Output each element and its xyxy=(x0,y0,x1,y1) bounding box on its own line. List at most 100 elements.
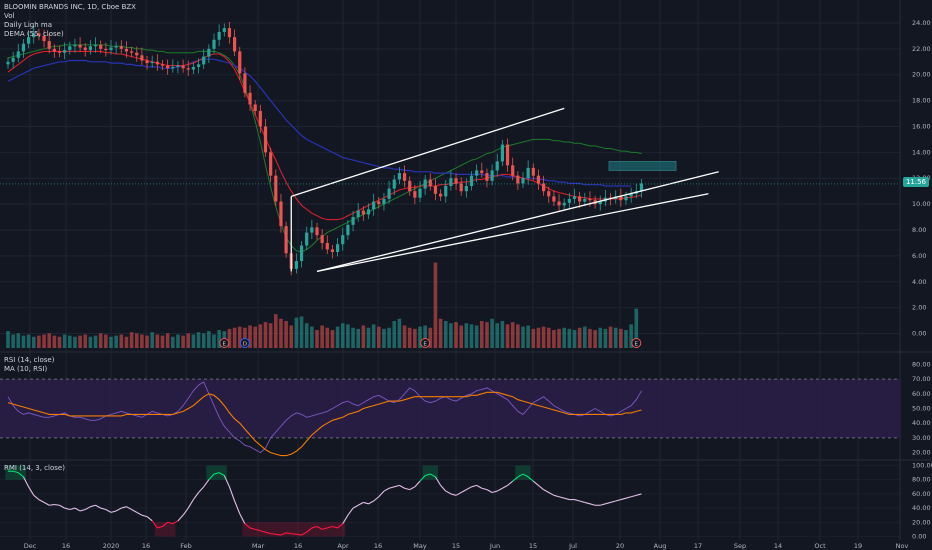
volume-bar xyxy=(73,336,77,348)
volume-bar xyxy=(186,333,191,348)
rmi-segment xyxy=(553,494,560,498)
candle-body xyxy=(16,51,20,58)
rsi-tick-label: 50.00 xyxy=(912,405,931,413)
volume-bar xyxy=(310,326,314,348)
candle-body xyxy=(382,198,386,205)
rmi-overbought-glow xyxy=(422,465,428,480)
price-tick-label: 0.00 xyxy=(912,330,926,338)
rmi-segment xyxy=(466,486,472,491)
volume-bar xyxy=(57,336,62,348)
legend-sma: Daily Ligh ma xyxy=(4,21,52,29)
candle-body xyxy=(140,55,144,61)
volume-bar xyxy=(83,334,88,348)
volume-bar xyxy=(263,322,268,348)
rmi-overbought-glow xyxy=(221,465,227,480)
x-tick-label: 16 xyxy=(142,542,150,550)
candle-body xyxy=(181,65,185,69)
rmi-oversold-glow xyxy=(165,522,171,537)
volume-bar xyxy=(387,327,391,348)
candle-body xyxy=(598,201,602,205)
rmi-segment xyxy=(244,523,251,529)
volume-bar xyxy=(6,331,10,348)
volume-bar xyxy=(516,324,520,348)
volume-bar xyxy=(438,318,443,348)
candle-body xyxy=(542,183,546,192)
volume-bar xyxy=(279,318,283,348)
price-tick-label: 24.00 xyxy=(912,19,931,27)
volume-bar xyxy=(42,334,46,348)
event-marker xyxy=(420,338,431,348)
rmi-segment xyxy=(460,489,467,493)
volume-bar xyxy=(624,330,628,348)
volume-bar xyxy=(500,321,505,348)
rmi-segment xyxy=(311,525,318,529)
rmi-segment xyxy=(605,501,611,505)
ma200-line xyxy=(7,44,642,253)
candle-body xyxy=(464,186,468,192)
volume-bar xyxy=(546,327,551,348)
rmi-segment xyxy=(69,507,76,511)
volume-bar xyxy=(557,328,561,348)
candle-body xyxy=(166,65,170,69)
rmi-segment xyxy=(203,479,210,488)
candle-body xyxy=(279,201,283,227)
rmi-segment xyxy=(100,507,106,511)
candle-body xyxy=(433,186,438,194)
candle-body xyxy=(557,201,561,206)
volume-bar xyxy=(243,327,247,348)
volume-bar xyxy=(129,332,134,348)
volume-bar xyxy=(413,328,417,348)
event-marker-label: E xyxy=(423,342,427,348)
volume-bar xyxy=(407,327,412,348)
rmi-tick-label: 100.00 xyxy=(912,462,932,470)
candle-body xyxy=(330,249,335,252)
candle-body xyxy=(233,37,237,52)
volume-bar xyxy=(299,316,304,348)
volume-bar xyxy=(26,334,31,348)
rmi-segment xyxy=(291,533,297,535)
rmi-segment xyxy=(316,526,323,530)
volume-bar xyxy=(505,324,510,348)
rmi-segment xyxy=(301,531,307,536)
volume-bar xyxy=(572,330,577,348)
volume-bar xyxy=(351,327,355,348)
rmi-segment xyxy=(383,487,390,492)
x-tick-label: Mar xyxy=(252,542,265,550)
candle-body xyxy=(196,64,201,67)
rmi-segment xyxy=(636,493,642,496)
candle-body xyxy=(253,104,257,111)
rmi-tick-label: 0.00 xyxy=(912,532,926,540)
rmi-segment xyxy=(445,490,452,495)
rsi-tick-label: 40.00 xyxy=(912,419,931,427)
candle-body xyxy=(469,175,474,186)
candle-body xyxy=(27,37,31,44)
rmi-segment xyxy=(388,486,395,489)
volume-bar xyxy=(619,328,623,348)
rmi-segment xyxy=(255,528,261,532)
main-legend: BLOOMIN BRANDS INC, 1D, Cboe BZX Vol Dai… xyxy=(4,3,136,39)
rmi-segment xyxy=(527,476,534,482)
candle-body xyxy=(227,28,232,38)
candle-body xyxy=(495,161,499,171)
rmi-oversold-glow xyxy=(340,522,346,537)
candle-body xyxy=(176,65,180,67)
volume-bar xyxy=(330,330,335,348)
volume-bar xyxy=(485,322,489,348)
rmi-oversold-glow xyxy=(247,522,253,537)
candle-body xyxy=(130,51,134,53)
rmi-segment xyxy=(90,504,96,508)
rmi-segment xyxy=(517,473,524,478)
trendline xyxy=(316,171,719,273)
candle-body xyxy=(320,235,324,243)
candle-body xyxy=(377,201,381,205)
candle-body xyxy=(366,209,371,215)
rsi-legend: RSI (14, close) MA (10, RSI) xyxy=(4,356,54,374)
volume-bar xyxy=(608,326,613,348)
rmi-segment xyxy=(409,486,416,491)
volume-bar xyxy=(37,335,41,348)
volume-bar xyxy=(274,314,278,348)
rmi-segment xyxy=(22,476,30,488)
rmi-overbought-glow xyxy=(515,465,521,480)
event-marker xyxy=(631,338,642,348)
volume-bar xyxy=(469,324,474,348)
